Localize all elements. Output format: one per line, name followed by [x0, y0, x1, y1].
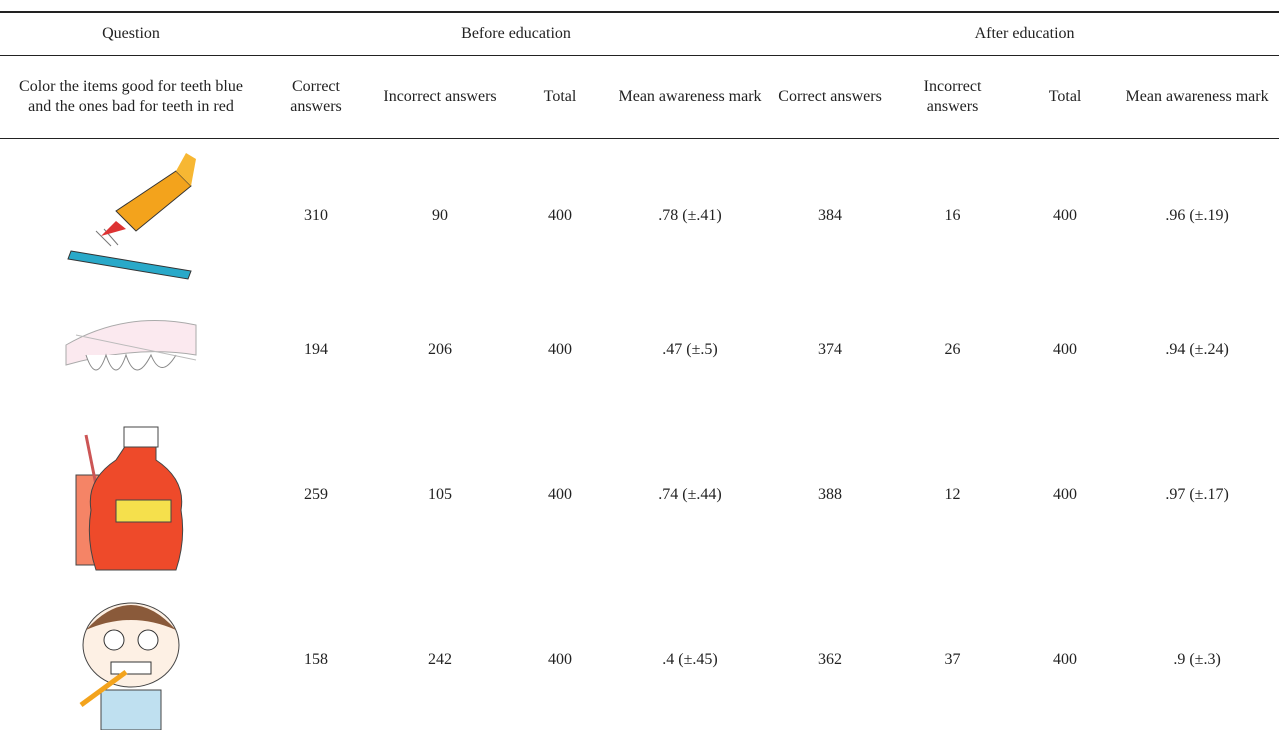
illustration	[0, 408, 262, 583]
illustration	[0, 139, 262, 293]
header-cell: Before education	[262, 11, 771, 56]
header-row: Question Before education After educatio…	[0, 11, 1279, 56]
cell: 400	[1053, 486, 1078, 503]
subheader-cell: Mean awareness mark	[1115, 55, 1279, 139]
cell: 242	[428, 650, 452, 668]
cell: 400	[548, 486, 572, 503]
cell: 206	[428, 341, 452, 358]
cell: 400	[548, 206, 572, 224]
subheader-cell: Incorrect answers	[890, 55, 1016, 139]
subheader-cell: Color the items good for teeth blue and …	[0, 55, 262, 139]
subheader-cell: Incorrect answers	[370, 55, 510, 139]
soda-icon	[75, 426, 184, 571]
girl-icon	[79, 602, 180, 730]
cell: 12	[944, 486, 961, 503]
cell: 90	[432, 206, 448, 224]
cell: 16	[944, 206, 961, 224]
row: 158 242 400 .4 (±.45) 362 37 400 .9 (±.3)	[0, 583, 1279, 737]
subheader-cell: Total	[510, 55, 610, 139]
subheader-cell: Mean awareness mark	[610, 55, 771, 139]
data-table: Question Before education After educatio…	[0, 11, 1279, 737]
cell: 37	[944, 650, 961, 668]
subheader-row: Color the items good for teeth blue and …	[0, 55, 1279, 139]
cell: .47 (±.5)	[662, 341, 718, 358]
subheader-cell: Correct answers	[770, 55, 891, 139]
cell: .74 (±.44)	[658, 486, 722, 503]
header-cell: After education	[770, 11, 1279, 56]
cell: .4 (±.45)	[662, 650, 718, 668]
illustration	[0, 293, 262, 408]
cell: 362	[818, 650, 843, 668]
cell: 400	[548, 341, 572, 358]
cell: 384	[818, 206, 843, 224]
cell: 26	[944, 341, 961, 358]
cell: .96 (±.19)	[1165, 206, 1229, 224]
subheader-cell: Total	[1015, 55, 1116, 139]
cell: 105	[428, 486, 452, 503]
cell: .94 (±.24)	[1165, 341, 1229, 358]
cell: 194	[304, 341, 328, 358]
toothbrush-icon	[67, 152, 196, 280]
cell: .9 (±.3)	[1173, 650, 1221, 668]
cell: .78 (±.41)	[658, 206, 722, 224]
cell: 400	[548, 650, 572, 668]
cell: 400	[1053, 206, 1078, 224]
illustration	[0, 583, 262, 737]
cell: 310	[304, 206, 328, 224]
cell: 400	[1053, 341, 1078, 358]
subheader-cell: Correct answers	[262, 55, 370, 139]
row: 194 206 400 .47 (±.5) 374 26 400 .94 (±.24)	[0, 293, 1279, 408]
teeth-icon	[65, 320, 197, 371]
cell: .97 (±.17)	[1165, 486, 1229, 503]
cell: 388	[818, 486, 843, 503]
cell: 259	[304, 486, 328, 503]
header-cell: Question	[0, 11, 262, 56]
cell: 374	[818, 341, 843, 358]
cell: 158	[304, 650, 328, 668]
row: 310 90 400 .78 (±.41) 384 16 400 .96 (±.19)	[0, 139, 1279, 293]
row: 259 105 400 .74 (±.44) 388 12 400 .97 (±.17)	[0, 408, 1279, 583]
cell: 400	[1053, 650, 1078, 668]
